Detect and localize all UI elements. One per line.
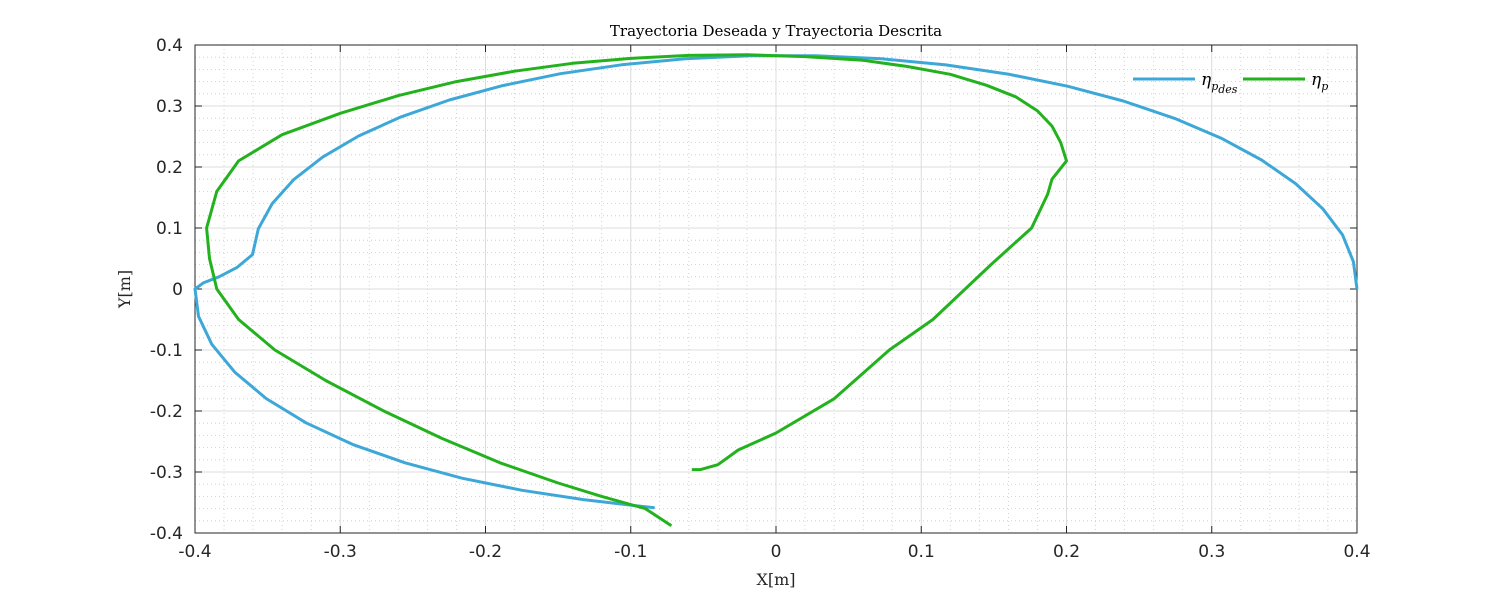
y-tick-label: 0.3 — [156, 97, 183, 117]
x-tick-label: 0.4 — [1343, 542, 1370, 562]
series-line-0 — [193, 54, 1359, 510]
y-axis-title: Y[m] — [115, 270, 134, 309]
y-tick-label: 0 — [172, 280, 183, 300]
x-tick-label: -0.3 — [324, 542, 357, 562]
axis-ticks: -0.4 -0.3 -0.2 -0.1 0 0.1 0.2 0.3 0.4 -0.4 -0.3 -0.… — [150, 36, 1371, 562]
legend-label-0: ηpdes — [1201, 70, 1238, 96]
major-grid — [194, 44, 1358, 534]
x-tick-label: 0.2 — [1053, 542, 1080, 562]
y-tick-label: 0.2 — [156, 158, 183, 178]
series-layer — [193, 53, 1359, 527]
y-tick-label: -0.3 — [150, 463, 183, 483]
x-tick-label: -0.4 — [178, 542, 211, 562]
y-tick-label: -0.1 — [150, 341, 183, 361]
y-tick-label: -0.4 — [150, 524, 183, 544]
x-tick-label: -0.1 — [614, 542, 647, 562]
x-tick-label: 0.3 — [1198, 542, 1225, 562]
series-line-1 — [205, 53, 1068, 527]
x-tick-label: -0.2 — [469, 542, 502, 562]
y-tick-label: 0.4 — [156, 36, 183, 56]
y-tick-label: -0.2 — [150, 402, 183, 422]
x-tick-label: 0 — [771, 542, 782, 562]
legend-label-1: ηp — [1311, 70, 1328, 93]
x-axis-title: X[m] — [756, 570, 795, 589]
y-tick-label: 0.1 — [156, 219, 183, 239]
chart-title: Trayectoria Deseada y Trayectoria Descri… — [610, 22, 942, 40]
x-tick-label: 0.1 — [908, 542, 935, 562]
